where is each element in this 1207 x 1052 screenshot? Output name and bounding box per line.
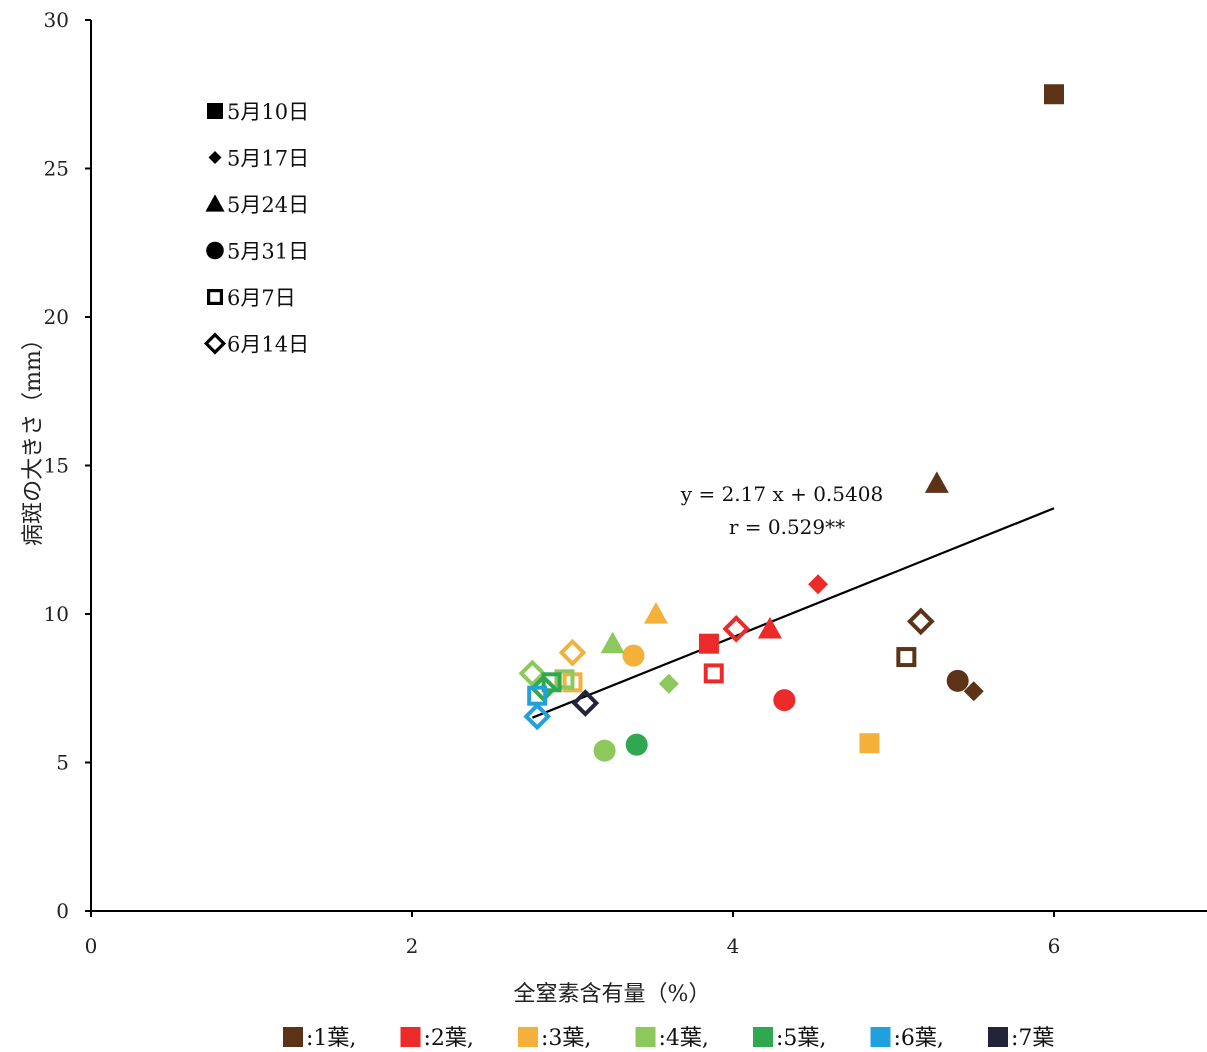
data-point bbox=[703, 663, 724, 684]
leaf-legend-item: :5葉, bbox=[753, 1026, 826, 1051]
data-point bbox=[757, 616, 782, 639]
leaf-legend: :1葉, :2葉, :3葉, :4葉, :5葉, :6葉, :7葉 bbox=[283, 1026, 1054, 1051]
date-legend-item: 5月10日 bbox=[207, 100, 309, 124]
data-point bbox=[593, 739, 616, 762]
date-legend-label: 6月7日 bbox=[227, 286, 296, 310]
y-tick-label: 0 bbox=[56, 899, 69, 923]
data-point bbox=[722, 615, 751, 643]
data-point bbox=[600, 631, 625, 654]
x-tick-label: 6 bbox=[1048, 934, 1061, 958]
legend-marker-circle bbox=[206, 241, 224, 260]
leaf-legend-swatch bbox=[753, 1027, 773, 1047]
data-point bbox=[523, 702, 552, 731]
data-point bbox=[1044, 84, 1064, 105]
data-point bbox=[643, 602, 668, 624]
data-point bbox=[906, 607, 935, 636]
leaf-legend-label: :1葉, bbox=[306, 1026, 356, 1051]
leaf-legend-swatch bbox=[988, 1027, 1008, 1047]
leaf-legend-item: :6葉, bbox=[870, 1026, 944, 1051]
data-points bbox=[518, 84, 1064, 762]
y-tick-label: 20 bbox=[44, 305, 69, 329]
data-point bbox=[808, 574, 829, 595]
tick-labels: 0 5 10 15 20 25 30 0 2 4 6 bbox=[44, 8, 1061, 958]
legend-marker-open-diamond bbox=[203, 332, 227, 355]
date-legend-label: 5月31日 bbox=[227, 240, 309, 264]
leaf-legend-label: :4葉, bbox=[659, 1026, 709, 1051]
leaf-legend-swatch bbox=[518, 1027, 538, 1047]
x-tick-label: 2 bbox=[406, 934, 419, 958]
x-axis-title: 全窒素含有量（%） bbox=[514, 982, 711, 1007]
date-legend-label: 5月17日 bbox=[227, 147, 309, 171]
leaf-legend-swatch bbox=[283, 1027, 303, 1047]
data-point bbox=[896, 647, 917, 668]
data-point bbox=[622, 644, 645, 667]
data-point bbox=[924, 471, 949, 493]
leaf-legend-swatch bbox=[635, 1027, 656, 1047]
leaf-legend-item: :7葉 bbox=[988, 1026, 1054, 1051]
data-point bbox=[625, 733, 648, 756]
legend-marker-open-square bbox=[207, 289, 224, 306]
x-tick-label: 0 bbox=[85, 934, 98, 958]
leaf-legend-swatch bbox=[400, 1027, 421, 1047]
y-axis-title: 病斑の大きさ（mm） bbox=[21, 328, 46, 546]
leaf-legend-label: :2葉, bbox=[424, 1026, 474, 1051]
date-legend-label: 6月14日 bbox=[227, 333, 309, 357]
leaf-legend-item: :1葉, bbox=[283, 1026, 356, 1051]
y-tick-label: 25 bbox=[44, 157, 69, 181]
date-legend-item: 6月7日 bbox=[207, 286, 296, 310]
date-legend-item: 5月17日 bbox=[208, 147, 309, 171]
x-tick-label: 4 bbox=[727, 934, 740, 958]
data-point bbox=[658, 673, 679, 694]
equation-label: y = 2.17 x + 0.5408 bbox=[680, 482, 883, 506]
y-tick-label: 5 bbox=[56, 751, 69, 775]
legend-marker-square bbox=[207, 103, 223, 119]
y-tick-label: 10 bbox=[44, 602, 69, 626]
y-tick-label: 15 bbox=[44, 454, 69, 478]
date-legend: 5月10日 5月17日 5月24日 5月31日 6月7日 6月14日 bbox=[203, 100, 309, 357]
leaf-legend-label: :3葉, bbox=[541, 1026, 591, 1051]
y-tick-label: 30 bbox=[44, 8, 69, 32]
data-point bbox=[698, 633, 719, 654]
data-point bbox=[963, 681, 984, 702]
trendline bbox=[531, 507, 1055, 719]
legend-marker-triangle bbox=[205, 194, 225, 212]
data-point bbox=[946, 669, 969, 692]
data-point bbox=[859, 733, 880, 754]
date-legend-item: 6月14日 bbox=[203, 332, 309, 357]
data-point bbox=[558, 638, 587, 667]
leaf-legend-item: :3葉, bbox=[518, 1026, 591, 1051]
date-legend-label: 5月24日 bbox=[227, 193, 309, 217]
date-legend-label: 5月10日 bbox=[227, 100, 309, 124]
axes bbox=[85, 19, 1207, 917]
r-label: r = 0.529** bbox=[729, 515, 845, 539]
leaf-legend-item: :2葉, bbox=[400, 1026, 474, 1051]
data-point bbox=[554, 669, 575, 690]
leaf-legend-label: :5葉, bbox=[776, 1026, 826, 1051]
leaf-legend-label: :6葉, bbox=[894, 1026, 944, 1051]
date-legend-item: 5月31日 bbox=[206, 240, 309, 264]
legend-marker-diamond bbox=[208, 151, 222, 164]
data-point bbox=[773, 689, 796, 712]
leaf-legend-item: :4葉, bbox=[635, 1026, 709, 1051]
date-legend-item: 5月24日 bbox=[205, 193, 309, 217]
data-point bbox=[571, 689, 600, 717]
data-point bbox=[518, 659, 547, 688]
leaf-legend-label: :7葉 bbox=[1011, 1026, 1054, 1051]
trendline-group bbox=[531, 507, 1055, 719]
leaf-legend-swatch bbox=[870, 1027, 891, 1047]
